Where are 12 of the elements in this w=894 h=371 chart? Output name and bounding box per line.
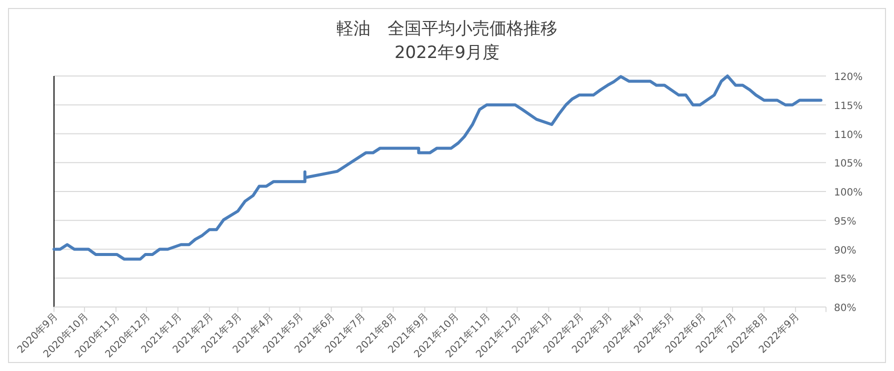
line-series bbox=[52, 74, 822, 261]
y-tick-label: 100% bbox=[834, 188, 863, 198]
y-tick-label: 110% bbox=[834, 130, 863, 141]
y-tick-label: 115% bbox=[834, 100, 863, 112]
y-tick-label: 105% bbox=[834, 158, 863, 170]
y-tick-label: 95% bbox=[834, 216, 856, 228]
chart-title: 軽油 全国平均小売価格推移 bbox=[336, 19, 558, 39]
y-tick-label: 90% bbox=[834, 245, 856, 256]
y-tick-label: 80% bbox=[834, 303, 856, 314]
y-tick-label: 85% bbox=[834, 274, 856, 286]
chart-subtitle: 2022年9月度 bbox=[394, 43, 500, 63]
y-tick-label: 120% bbox=[834, 72, 863, 83]
